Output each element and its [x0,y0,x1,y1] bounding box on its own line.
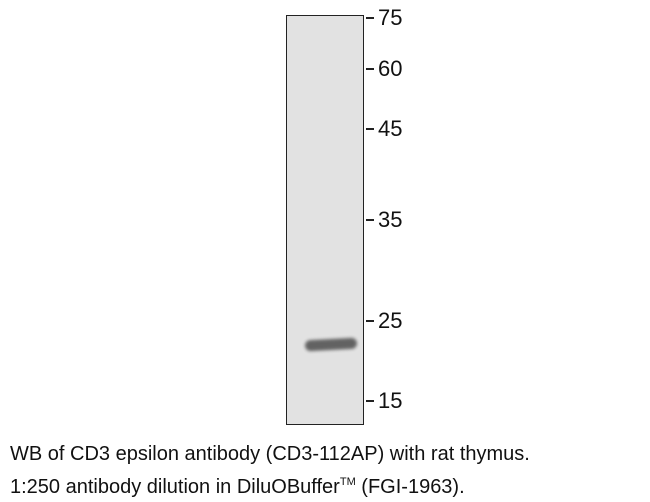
marker-tick-75 [366,17,374,19]
caption-line-2: 1:250 antibody dilution in DiluOBufferTM… [10,476,465,498]
blot-lane [286,15,364,425]
marker-label-15: 15 [378,388,403,413]
marker-tick-60 [366,68,374,70]
marker-tick-35 [366,219,374,221]
marker-label-35: 35 [378,207,403,232]
caption-line-1: WB of CD3 epsilon antibody (CD3-112AP) w… [10,443,530,465]
figure-caption: WB of CD3 epsilon antibody (CD3-112AP) w… [10,440,530,501]
trademark-sup: TM [339,476,356,488]
marker-tick-25 [366,320,374,322]
marker-label-25: 25 [378,308,403,333]
marker-label-45: 45 [378,116,403,141]
marker-tick-15 [366,400,374,402]
marker-label-75: 75 [378,5,403,30]
marker-tick-45 [366,128,374,130]
marker-label-60: 60 [378,56,403,81]
